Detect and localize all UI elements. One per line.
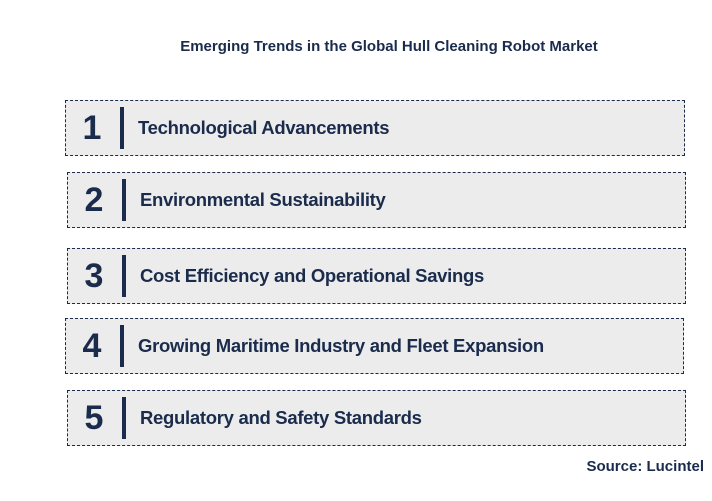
trend-number: 3 — [84, 256, 104, 295]
page-title: Emerging Trends in the Global Hull Clean… — [180, 38, 598, 55]
trend-label: Growing Maritime Industry and Fleet Expa… — [138, 335, 544, 356]
trend-number: 1 — [82, 108, 102, 147]
trend-label: Environmental Sustainability — [140, 189, 386, 210]
divider-bar — [122, 255, 126, 297]
trend-item-5: 5 Regulatory and Safety Standards — [67, 390, 686, 446]
trend-item-1: 1 Technological Advancements — [65, 100, 685, 156]
trend-number: 5 — [84, 398, 104, 437]
divider-bar — [120, 107, 124, 149]
divider-bar — [122, 179, 126, 221]
trend-number: 4 — [82, 326, 102, 365]
trend-item-2: 2 Environmental Sustainability — [67, 172, 686, 228]
trend-item-4: 4 Growing Maritime Industry and Fleet Ex… — [65, 318, 684, 374]
trend-label: Technological Advancements — [138, 117, 390, 138]
trend-item-3: 3 Cost Efficiency and Operational Saving… — [67, 248, 686, 304]
trend-label: Cost Efficiency and Operational Savings — [140, 265, 485, 286]
trend-number: 2 — [84, 180, 104, 219]
divider-bar — [120, 325, 124, 367]
trend-label: Regulatory and Safety Standards — [140, 407, 422, 428]
source-caption: Source: Lucintel — [586, 458, 704, 475]
divider-bar — [122, 397, 126, 439]
